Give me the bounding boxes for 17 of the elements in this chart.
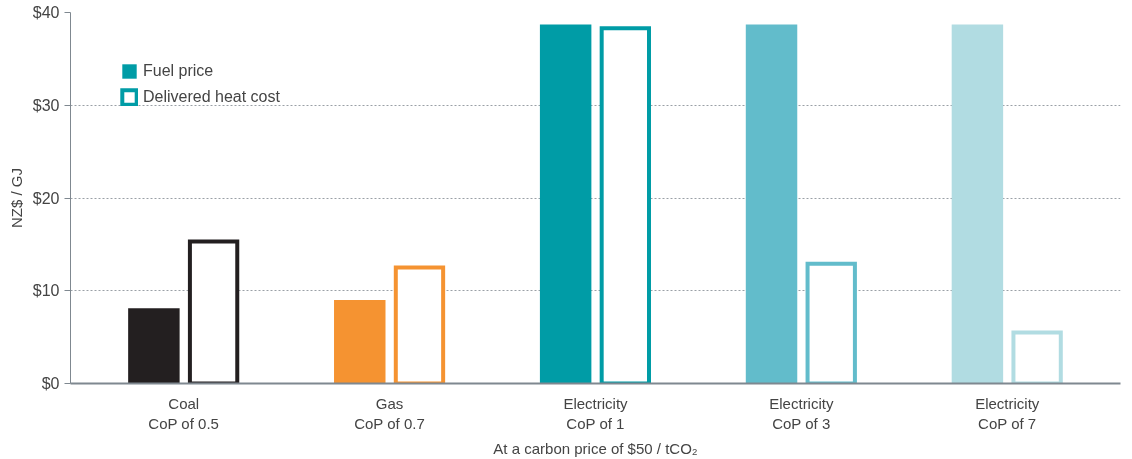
x-axis-title: At a carbon price of $50 / tCO₂ [493,439,698,457]
bar [951,24,1004,384]
x-tick-label: Gas CoP of 0.7 [354,394,425,432]
x-tick-label: Electricity CoP of 3 [769,394,834,432]
y-tick-label: $30 [32,96,60,114]
x-tick-label: Electricity CoP of 1 [563,394,629,432]
y-axis-title: NZ$ / GJ [7,167,25,228]
y-tick-label: $40 [32,4,60,21]
y-tick-label: $10 [32,282,60,300]
bar [539,24,592,384]
y-tick-label: $0 [41,375,60,392]
legend-label: Delivered heat cost [143,88,280,106]
y-tick-label: $20 [32,189,60,207]
legend-label: Fuel price [143,62,214,80]
x-tick-label: Coal CoP of 0.5 [148,394,219,432]
bar [745,24,798,384]
x-tick-label: Electricity CoP of 7 [975,394,1040,432]
